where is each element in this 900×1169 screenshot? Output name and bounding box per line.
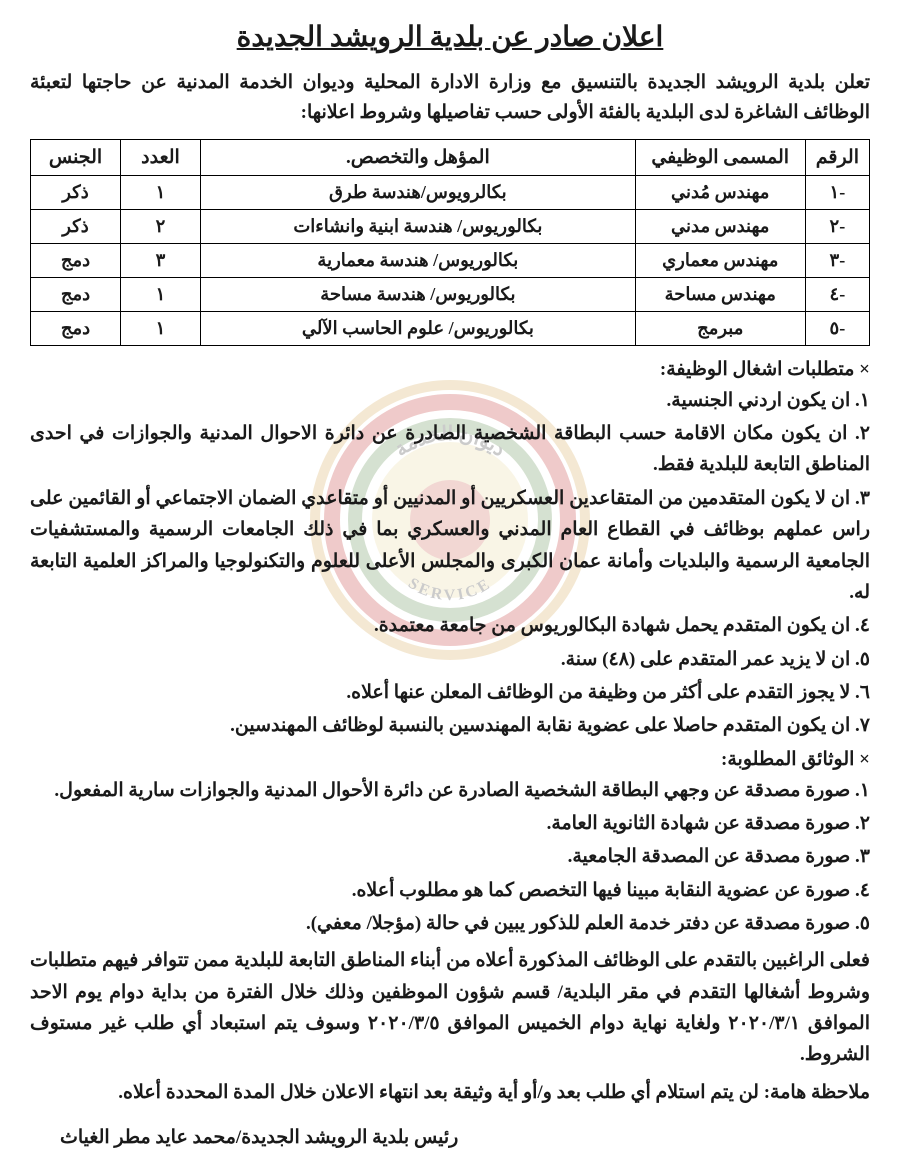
cell-num: -٥	[805, 311, 869, 345]
document-item: ٢. صورة مصدقة عن شهادة الثانوية العامة.	[30, 808, 870, 839]
cell-qualification: بكالوريوس/ علوم الحاسب الآلي	[201, 311, 636, 345]
documents-heading: × الوثائق المطلوبة:	[30, 748, 870, 771]
requirement-item: ٤. ان يكون المتقدم يحمل شهادة البكالوريو…	[30, 610, 870, 641]
th-job-title: المسمى الوظيفي	[635, 139, 805, 175]
cell-job_title: مهندس معماري	[635, 243, 805, 277]
cell-qualification: بكالوريوس/ هندسة ابنية وانشاءات	[201, 209, 636, 243]
table-row: -٤مهندس مساحةبكالوريوس/ هندسة مساحة١دمج	[31, 277, 870, 311]
requirement-item: ٦. لا يجوز التقدم على أكثر من وظيفة من ا…	[30, 677, 870, 708]
closing-paragraph: فعلى الراغبين بالتقدم على الوظائف المذكو…	[30, 945, 870, 1070]
requirement-item: ٧. ان يكون المتقدم حاصلا على عضوية نقابة…	[30, 710, 870, 741]
cell-job_title: مهندس مدني	[635, 209, 805, 243]
intro-paragraph: تعلن بلدية الرويشد الجديدة بالتنسيق مع و…	[30, 68, 870, 129]
th-num: الرقم	[805, 139, 869, 175]
cell-qualification: بكالوريوس/ هندسة مساحة	[201, 277, 636, 311]
documents-list: ١. صورة مصدقة عن وجهي البطاقة الشخصية ال…	[30, 775, 870, 940]
cell-qualification: بكالرويوس/هندسة طرق	[201, 175, 636, 209]
cell-job_title: مهندس مُدني	[635, 175, 805, 209]
requirements-heading: × متطلبات اشغال الوظيفة:	[30, 358, 870, 381]
cell-num: -١	[805, 175, 869, 209]
th-count: العدد	[121, 139, 201, 175]
cell-gender: دمج	[31, 311, 121, 345]
cell-num: -٣	[805, 243, 869, 277]
cell-num: -٢	[805, 209, 869, 243]
requirement-item: ٢. ان يكون مكان الاقامة حسب البطاقة الشخ…	[30, 418, 870, 481]
vacancies-table: الرقم المسمى الوظيفي المؤهل والتخصص. الع…	[30, 139, 870, 346]
cell-qualification: بكالوريوس/ هندسة معمارية	[201, 243, 636, 277]
cell-count: ١	[121, 175, 201, 209]
th-gender: الجنس	[31, 139, 121, 175]
requirement-item: ٣. ان لا يكون المتقدمين من المتقاعدين ال…	[30, 483, 870, 608]
document-item: ٣. صورة مصدقة عن المصدقة الجامعية.	[30, 841, 870, 872]
requirement-item: ٥. ان لا يزيد عمر المتقدم على (٤٨) سنة.	[30, 644, 870, 675]
cell-count: ٢	[121, 209, 201, 243]
table-header-row: الرقم المسمى الوظيفي المؤهل والتخصص. الع…	[31, 139, 870, 175]
table-row: -٣مهندس معماريبكالوريوس/ هندسة معمارية٣د…	[31, 243, 870, 277]
table-row: -٢مهندس مدنيبكالوريوس/ هندسة ابنية وانشا…	[31, 209, 870, 243]
document-item: ١. صورة مصدقة عن وجهي البطاقة الشخصية ال…	[30, 775, 870, 806]
cell-count: ١	[121, 311, 201, 345]
table-row: -١مهندس مُدنيبكالرويوس/هندسة طرق١ذكر	[31, 175, 870, 209]
cell-gender: ذكر	[31, 175, 121, 209]
cell-num: -٤	[805, 277, 869, 311]
cell-count: ٣	[121, 243, 201, 277]
th-qualification: المؤهل والتخصص.	[201, 139, 636, 175]
cell-job_title: مبرمج	[635, 311, 805, 345]
cell-job_title: مهندس مساحة	[635, 277, 805, 311]
cell-count: ١	[121, 277, 201, 311]
document-item: ٥. صورة مصدقة عن دفتر خدمة العلم للذكور …	[30, 908, 870, 939]
cell-gender: ذكر	[31, 209, 121, 243]
requirement-item: ١. ان يكون اردني الجنسية.	[30, 385, 870, 416]
cell-gender: دمج	[31, 277, 121, 311]
cell-gender: دمج	[31, 243, 121, 277]
document-item: ٤. صورة عن عضوية النقابة مبينا فيها التخ…	[30, 875, 870, 906]
table-row: -٥مبرمجبكالوريوس/ علوم الحاسب الآلي١دمج	[31, 311, 870, 345]
requirements-list: ١. ان يكون اردني الجنسية.٢. ان يكون مكان…	[30, 385, 870, 742]
important-note: ملاحظة هامة: لن يتم استلام أي طلب بعد و/…	[30, 1077, 870, 1108]
page-title: اعلان صادر عن بلدية الرويشد الجديدة	[30, 20, 870, 54]
signature-line: رئيس بلدية الرويشد الجديدة/محمد عايد مطر…	[30, 1126, 870, 1149]
